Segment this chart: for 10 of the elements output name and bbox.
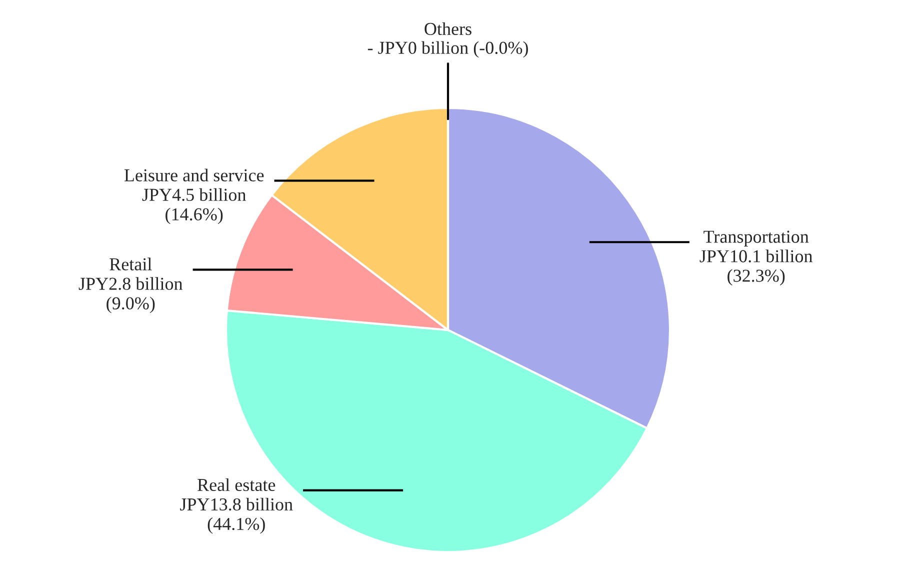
slice-label: Transportation	[704, 230, 809, 246]
slice-label: Retail	[110, 258, 152, 270]
data-label: JPY10.1 billion (32.3%)	[700, 250, 813, 286]
category-label: Others	[424, 22, 472, 36]
text: - JPY0 billion (-0.0%)	[368, 41, 528, 58]
slice-label: Real estate	[198, 478, 276, 492]
data-label: JPY13.8 billion (44.1%)	[180, 498, 293, 534]
slice-label: Leisure and service	[124, 168, 264, 182]
data-label: JPY2.8 billion (9.0%)	[78, 277, 183, 314]
data-label: JPY4.5 billion (14.6%)	[142, 188, 246, 224]
